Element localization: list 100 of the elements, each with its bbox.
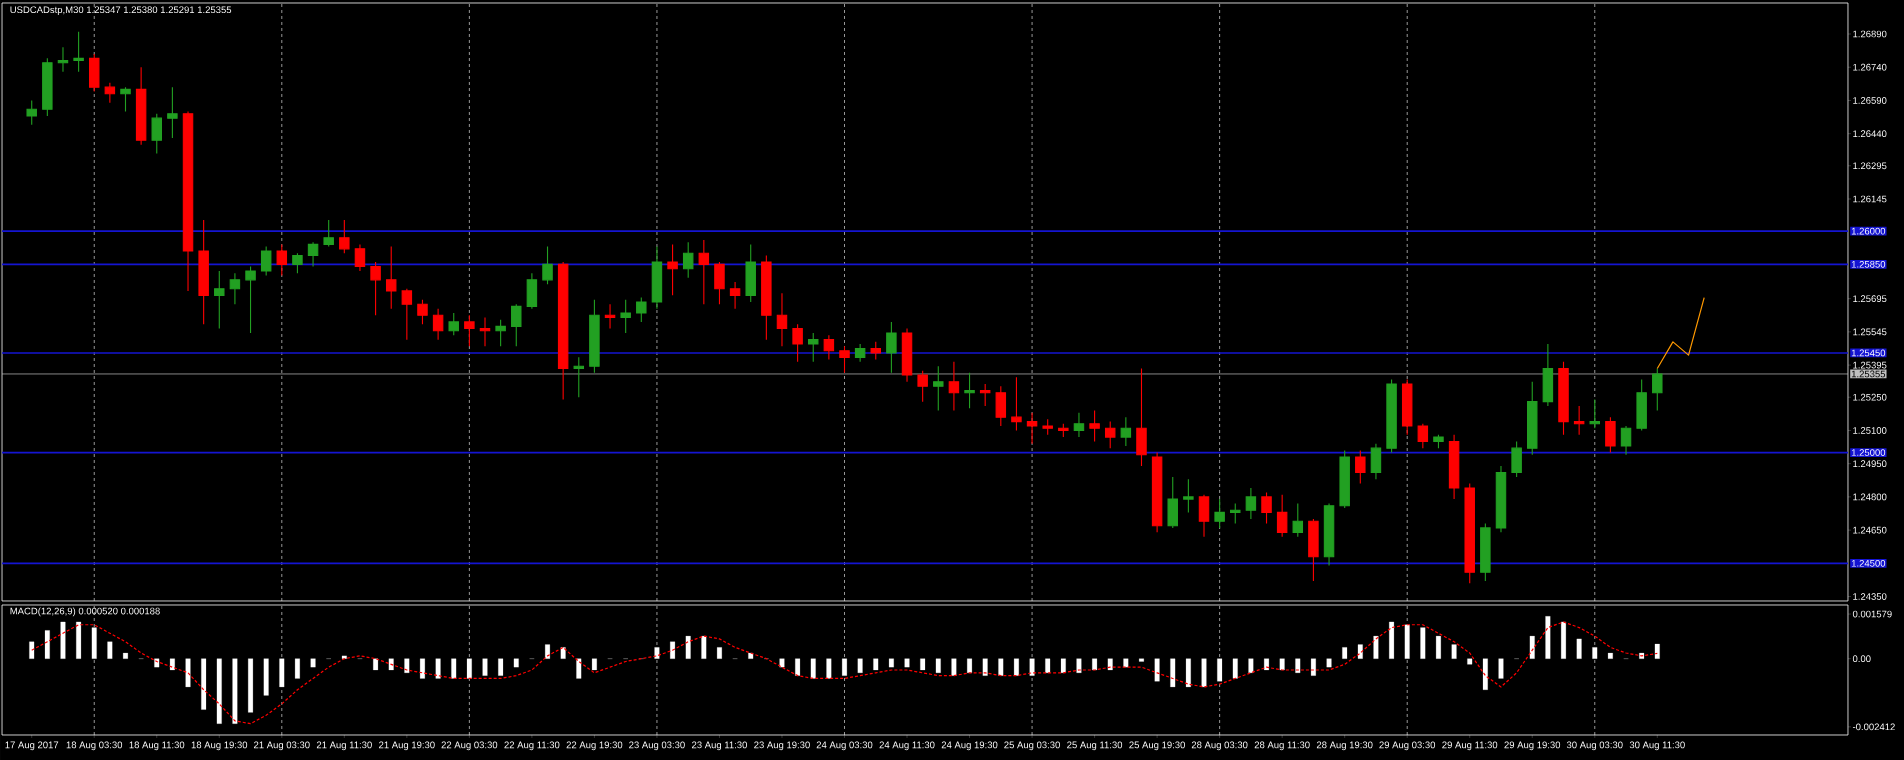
bar [232, 658, 238, 724]
candlestick [1198, 494, 1210, 538]
candlestick [1058, 423, 1069, 438]
bar [935, 658, 941, 673]
bar [263, 658, 269, 696]
bar [123, 652, 128, 659]
candlestick [307, 241, 319, 268]
candlestick [526, 272, 538, 310]
y-tick-label: 1.26440 [1853, 130, 1887, 138]
bar [591, 658, 597, 671]
candlestick [57, 46, 69, 73]
y-tick-label: 1.26890 [1853, 30, 1887, 38]
candlestick [104, 82, 116, 104]
bar [1654, 643, 1660, 659]
y-tick-label: 1.25545 [1853, 328, 1887, 336]
y-tick-label: 1.24350 [1853, 593, 1887, 600]
bar [76, 621, 82, 659]
candlestick [135, 66, 147, 146]
candlestick [292, 252, 303, 274]
bar [451, 658, 457, 679]
candlestick [1292, 502, 1304, 538]
candlestick [495, 319, 506, 347]
x-tick-label: 28 Aug 11:30 [1254, 741, 1310, 751]
bar [873, 658, 879, 671]
x-tick-label: 25 Aug 19:30 [1129, 741, 1185, 751]
bar [1326, 658, 1332, 668]
candlestick [73, 31, 84, 73]
bar [654, 647, 660, 659]
candlestick [448, 312, 459, 336]
candlestick [42, 57, 53, 117]
x-tick-label: 21 Aug 03:30 [254, 741, 310, 751]
candlestick [167, 86, 178, 139]
bar [1310, 658, 1316, 676]
x-tick-label: 24 Aug 03:30 [816, 741, 873, 751]
bar [1467, 658, 1473, 665]
candlestick [1339, 449, 1350, 509]
candlestick [1026, 412, 1038, 445]
candlestick [901, 328, 913, 383]
x-tick-label: 28 Aug 03:30 [1191, 741, 1248, 751]
candlestick [557, 261, 569, 400]
y-tick-label: 1.25100 [1853, 427, 1887, 434]
bar [294, 658, 300, 679]
bar [435, 658, 441, 679]
ref-line-label: 1.25355 [1851, 370, 1886, 378]
candlestick [1230, 502, 1241, 525]
candlestick [354, 243, 366, 272]
y-tick-label: 1.25250 [1853, 393, 1887, 401]
ref-line-label: 1.26000 [1851, 227, 1886, 235]
bar [169, 658, 175, 671]
bar [1201, 658, 1207, 688]
bar [810, 658, 816, 679]
bar [1545, 616, 1551, 659]
y-tick-label: 0.00 [1852, 655, 1871, 663]
bar [545, 644, 550, 659]
candlestick [995, 385, 1007, 427]
bar [373, 658, 379, 671]
candlestick [1573, 405, 1585, 436]
chart-title: MACD(12,26,9) 0.000520 0.000188 [10, 607, 160, 617]
candlestick [1276, 494, 1288, 538]
candlestick [1589, 398, 1601, 429]
bar [1232, 658, 1238, 679]
candlestick [1511, 440, 1522, 478]
candlestick [823, 334, 835, 361]
candlestick [1527, 381, 1538, 456]
x-tick-label: 28 Aug 19:30 [1316, 741, 1373, 751]
candlestick [542, 246, 553, 285]
bar [904, 658, 910, 668]
bar [216, 658, 222, 724]
candlestick [1214, 498, 1225, 529]
bar [717, 647, 722, 659]
bar [857, 658, 863, 673]
candlestick [26, 99, 37, 126]
candlestick [1636, 378, 1647, 431]
bar [498, 658, 504, 676]
y-tick-label: 1.25695 [1853, 295, 1887, 303]
candlestick [1183, 478, 1194, 513]
bar [1029, 658, 1035, 676]
bar [1639, 652, 1645, 659]
x-tick-label: 24 Aug 11:30 [879, 741, 935, 751]
bar [1107, 658, 1113, 671]
candlestick [1605, 416, 1616, 454]
candlestick [1167, 476, 1178, 529]
candlestick [182, 110, 194, 292]
candlestick [1245, 487, 1257, 520]
ref-line-label: 1.25450 [1851, 349, 1886, 357]
x-tick-label: 25 Aug 11:30 [1067, 741, 1123, 751]
x-tick-label: 23 Aug 11:30 [692, 741, 747, 751]
bar [576, 658, 582, 679]
bar [1498, 658, 1504, 679]
candlestick [323, 219, 334, 248]
candlestick [1652, 367, 1663, 412]
candlestick [620, 299, 631, 334]
candlestick [417, 299, 428, 325]
bar [888, 658, 894, 668]
bar [1357, 644, 1363, 659]
x-tick-label: 29 Aug 03:30 [1379, 741, 1436, 751]
bar [795, 658, 801, 676]
candlestick [1355, 449, 1366, 485]
bar [1013, 658, 1019, 676]
y-tick-label: 1.24950 [1853, 460, 1887, 468]
